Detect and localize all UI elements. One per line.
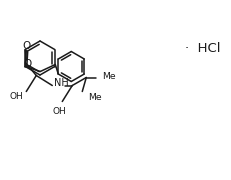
Text: ·  HCl: · HCl xyxy=(184,42,219,55)
Text: O: O xyxy=(22,40,30,51)
Text: OH: OH xyxy=(52,107,66,116)
Text: Me: Me xyxy=(88,93,101,102)
Text: Me: Me xyxy=(102,72,116,81)
Text: O: O xyxy=(23,58,31,69)
Text: OH: OH xyxy=(9,92,23,101)
Text: NH: NH xyxy=(54,78,68,87)
